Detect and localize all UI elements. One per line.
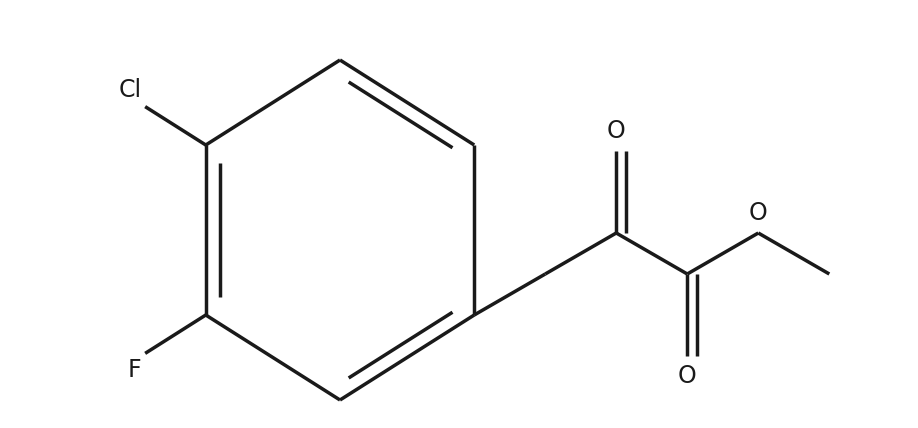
Text: O: O <box>677 364 697 388</box>
Text: F: F <box>128 358 141 383</box>
Text: O: O <box>607 119 626 143</box>
Text: O: O <box>749 201 767 225</box>
Text: Cl: Cl <box>118 77 141 101</box>
